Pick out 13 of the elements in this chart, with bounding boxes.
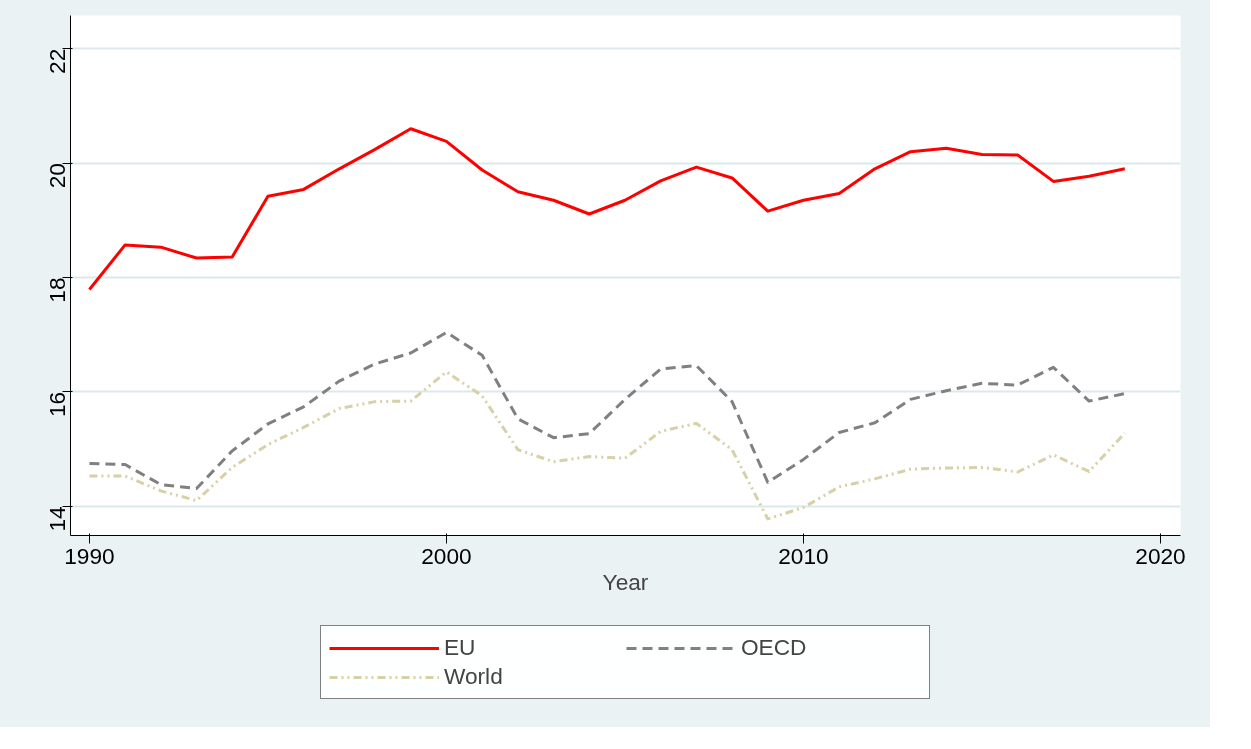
x-tick-label: 2020 [1135, 542, 1186, 569]
x-tick-label: 2010 [778, 542, 829, 569]
x-axis-title: Year [602, 568, 649, 595]
y-tick-label: 18 [44, 277, 70, 303]
y-tick-label: 16 [44, 391, 70, 418]
legend-label: World [444, 663, 504, 690]
x-tick-label: 2000 [421, 542, 472, 569]
y-tick-label: 22 [44, 48, 70, 74]
y-tick-label: 14 [44, 506, 70, 532]
legend-label: OECD [741, 634, 808, 661]
y-tick-label: 20 [44, 163, 70, 189]
x-tick-label: 1990 [64, 542, 115, 569]
legend-label: EU [444, 634, 477, 661]
